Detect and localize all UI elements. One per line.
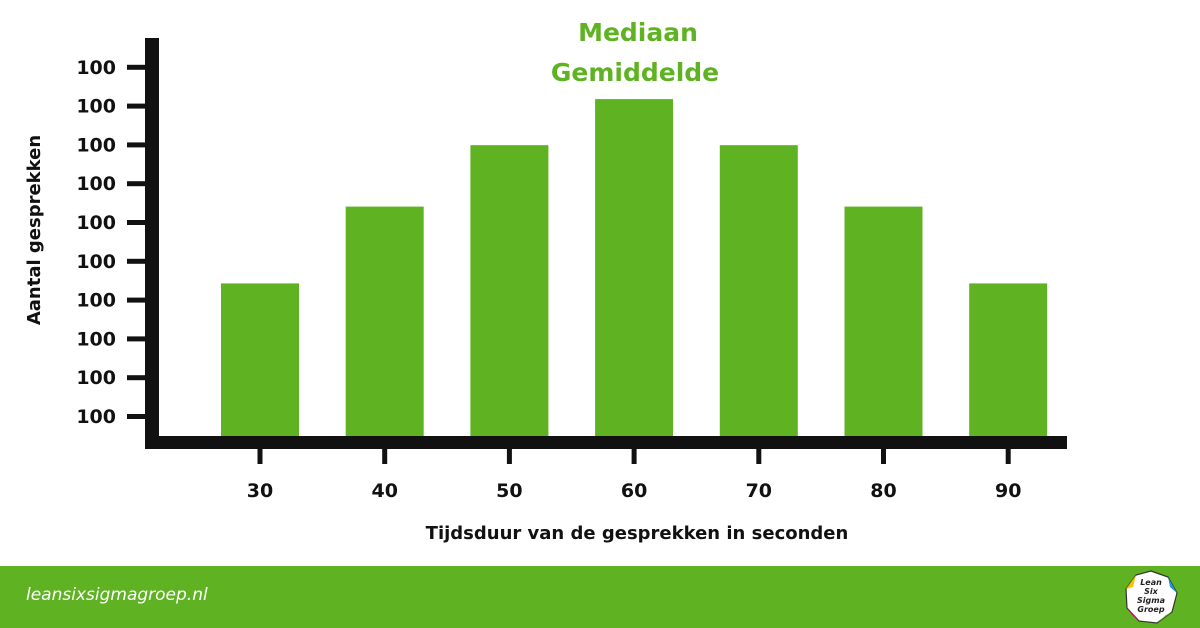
bar-80 <box>844 206 923 437</box>
y-tick-label: 100 <box>76 57 116 79</box>
y-tick-label: 100 <box>76 134 116 156</box>
logo-word-3: Sigma <box>1137 596 1165 605</box>
logo-word-4: Groep <box>1137 605 1164 614</box>
x-axis-line <box>145 436 1067 449</box>
y-tick-mark <box>127 181 145 187</box>
y-tick-mark <box>127 142 145 148</box>
y-tick-label: 100 <box>76 328 116 350</box>
y-tick-mark <box>127 64 145 70</box>
x-tick-mark <box>881 449 886 464</box>
y-tick-label: 100 <box>76 367 116 389</box>
y-tick-label: 100 <box>76 290 116 312</box>
x-tick-label-40: 40 <box>371 480 397 502</box>
x-axis-title: Tijdsduur van de gesprekken in seconden <box>426 523 849 544</box>
x-ticks-group: 30 40 50 60 70 80 90 <box>247 449 1021 502</box>
y-tick-label: 100 <box>76 212 116 234</box>
bar-60 <box>595 99 674 437</box>
y-tick-mark <box>127 414 145 419</box>
y-axis-title: Aantal gesprekken <box>24 135 45 325</box>
y-tick-mark <box>127 336 145 342</box>
x-tick-label-30: 30 <box>247 480 273 502</box>
y-tick-label: 100 <box>76 173 116 195</box>
y-tick-label: 100 <box>76 406 116 428</box>
x-tick-label-80: 80 <box>870 480 896 502</box>
x-tick-label-70: 70 <box>746 480 772 502</box>
x-tick-mark <box>257 449 263 464</box>
lean-six-sigma-groep-logo: Lean Six Sigma Groep <box>1125 570 1178 624</box>
website-link[interactable]: leansixsigmagroep.nl <box>26 585 208 605</box>
annotation-mediaan: Mediaan <box>578 18 698 47</box>
y-tick-mark <box>127 375 145 381</box>
bar-30 <box>221 283 299 437</box>
x-tick-label-60: 60 <box>621 480 647 502</box>
annotation-gemiddelde: Gemiddelde <box>551 58 719 87</box>
footer-bar: leansixsigmagroep.nl Lean Six Sigma Groe… <box>0 566 1200 628</box>
x-tick-mark <box>631 449 637 464</box>
x-tick-mark <box>1005 449 1011 464</box>
y-tick-mark <box>127 258 145 264</box>
x-tick-label-90: 90 <box>995 480 1021 502</box>
logo-word-2: Six <box>1144 587 1159 596</box>
x-tick-mark <box>506 449 512 464</box>
bar-50 <box>470 145 549 437</box>
x-tick-label-50: 50 <box>496 480 522 502</box>
y-tick-mark <box>127 103 145 109</box>
y-tick-mark <box>127 297 145 303</box>
y-tick-mark <box>127 220 145 225</box>
bars-group <box>221 99 1048 437</box>
y-axis-line <box>145 38 159 449</box>
bar-chart: 100 100 100 100 100 100 100 100 100 100 30 40 50 60 7… <box>24 18 1067 544</box>
y-ticks-group: 100 100 100 100 100 100 100 100 100 100 <box>76 57 145 428</box>
y-tick-label: 100 <box>76 96 116 118</box>
logo-word-1: Lean <box>1140 578 1162 587</box>
bar-40 <box>345 206 424 437</box>
x-tick-mark <box>382 449 388 464</box>
x-tick-mark <box>756 449 762 464</box>
y-tick-label: 100 <box>76 251 116 273</box>
bar-70 <box>719 145 798 437</box>
bar-90 <box>969 283 1048 437</box>
